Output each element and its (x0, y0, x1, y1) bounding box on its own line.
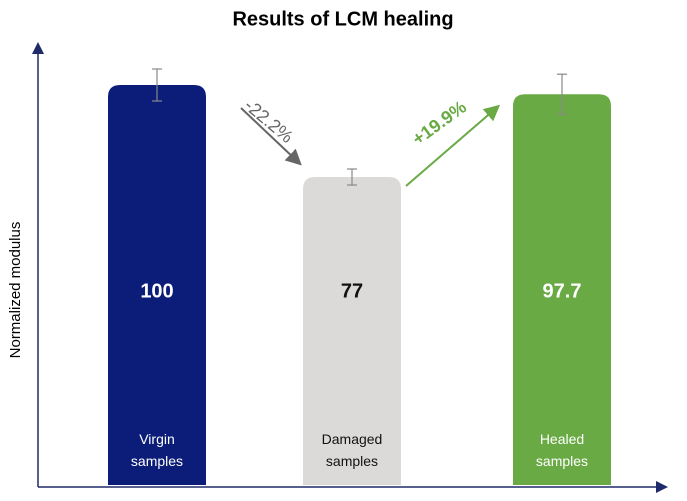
category-label: Healed samples (535, 431, 589, 469)
chart-title: Results of LCM healing (232, 8, 453, 30)
bar (108, 85, 206, 485)
bar (303, 177, 401, 485)
value-label: 77 (341, 280, 363, 302)
error-bar (557, 73, 567, 115)
annotation: -22.2% (241, 95, 298, 147)
y-axis-label: Normalized modulus (7, 222, 24, 359)
increase-arrow (405, 104, 501, 187)
value-label: 100 (140, 280, 173, 302)
error-bar (152, 68, 162, 102)
decrease-arrow (240, 107, 302, 166)
annotation: +19.9% (408, 97, 470, 149)
error-bar (347, 168, 357, 186)
category-label: Damaged samples (321, 431, 383, 469)
bar (513, 94, 611, 485)
value-label: 97.7 (543, 280, 582, 302)
category-label: Virgin samples (130, 431, 184, 469)
